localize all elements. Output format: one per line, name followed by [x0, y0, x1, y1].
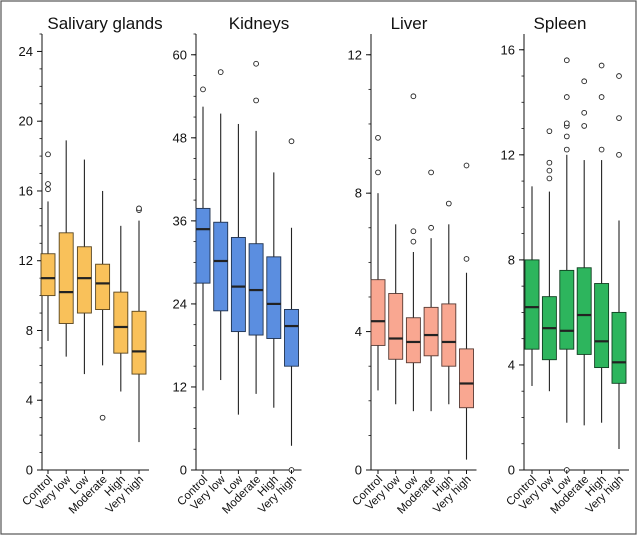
y-tick-label: 12 — [501, 147, 515, 162]
y-tick-label: 12 — [348, 47, 362, 62]
box-high — [594, 283, 610, 369]
outlier-point — [563, 94, 570, 100]
box-very-high — [611, 311, 627, 384]
outlier-point — [581, 78, 588, 85]
y-tick-label: 24 — [173, 296, 187, 311]
outlier-point — [253, 97, 259, 104]
outlier-point — [410, 93, 417, 100]
box-very-low — [213, 221, 229, 312]
box-control — [524, 259, 540, 350]
outlier-point — [546, 167, 553, 174]
box-very-low — [58, 232, 74, 324]
box-high — [266, 256, 282, 339]
outlier-point — [45, 186, 51, 193]
box-moderate — [95, 263, 111, 311]
outlier-point — [253, 60, 259, 67]
y-tick-label: 16 — [19, 183, 33, 198]
outlier-point — [563, 146, 570, 153]
outlier-point — [563, 133, 570, 140]
outlier-point — [375, 134, 381, 141]
box-moderate — [576, 267, 592, 355]
outlier-point — [375, 169, 381, 176]
outlier-point — [616, 151, 622, 158]
box-low — [230, 237, 246, 333]
outlier-point — [445, 200, 452, 207]
y-tick-label: 8 — [355, 186, 362, 201]
y-tick-label: 0 — [180, 463, 187, 478]
outlier-point — [463, 256, 470, 262]
box-high — [113, 291, 129, 354]
outlier-point — [136, 205, 142, 212]
y-tick-label: 4 — [355, 324, 362, 339]
outlier-point — [563, 120, 570, 127]
box-very-high — [284, 308, 299, 367]
y-tick-label: 24 — [19, 44, 33, 59]
y-tick-label: 60 — [173, 47, 187, 62]
box-low — [76, 246, 92, 314]
y-tick-label: 12 — [19, 253, 33, 268]
outlier-point — [200, 86, 206, 93]
outlier-point — [463, 162, 470, 169]
box-control — [40, 253, 56, 297]
panel-title: Spleen — [534, 14, 587, 33]
y-tick-label: 4 — [26, 393, 33, 408]
box-high — [441, 303, 457, 367]
outlier-point — [581, 123, 588, 129]
outlier-point — [616, 115, 622, 121]
box-control — [370, 279, 386, 346]
outlier-point — [546, 175, 553, 182]
box-very-low — [388, 293, 404, 360]
outlier-point — [581, 109, 588, 116]
y-tick-label: 0 — [355, 463, 362, 478]
y-tick-label: 16 — [501, 42, 515, 57]
outlier-point — [563, 57, 570, 64]
panel-title: Liver — [391, 14, 428, 33]
outlier-point — [45, 151, 51, 158]
outlier-point — [45, 181, 51, 187]
y-tick-label: 0 — [26, 463, 33, 478]
box-very-high — [459, 348, 474, 409]
outlier-point — [598, 94, 605, 100]
outlier-point — [217, 69, 224, 75]
box-low — [405, 317, 421, 364]
outlier-point — [546, 159, 553, 166]
y-tick-label: 48 — [173, 130, 187, 145]
outlier-point — [410, 238, 417, 245]
y-tick-label: 36 — [173, 213, 187, 228]
outlier-point — [428, 224, 434, 231]
y-tick-label: 8 — [26, 323, 33, 338]
outlier-point — [616, 73, 622, 79]
box-moderate — [423, 306, 439, 357]
y-tick-label: 20 — [19, 114, 33, 129]
outlier-point — [410, 228, 417, 235]
outlier-point — [598, 62, 605, 69]
y-tick-label: 8 — [508, 252, 515, 267]
outlier-point — [598, 146, 605, 153]
y-tick-label: 0 — [508, 463, 515, 478]
outlier-point — [288, 138, 295, 145]
panel-title: Kidneys — [229, 14, 289, 33]
box-very-high — [131, 310, 147, 375]
outlier-point — [546, 128, 553, 135]
box-low — [559, 269, 575, 350]
y-tick-label: 4 — [508, 357, 515, 372]
outlier-point — [428, 169, 434, 176]
box-control — [195, 207, 211, 284]
y-tick-label: 12 — [173, 379, 187, 394]
outlier-point — [99, 414, 106, 421]
panel-title: Salivary glands — [47, 14, 162, 33]
